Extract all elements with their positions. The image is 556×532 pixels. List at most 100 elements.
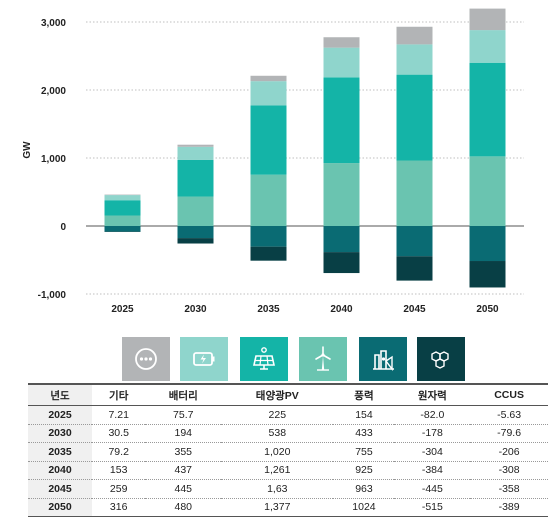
table-header-cell: 원자력: [394, 383, 471, 406]
table-row: 2035 79.2 355 1,020 755 -304 -206: [28, 442, 548, 462]
table-header-cell: 년도: [28, 383, 92, 406]
nuclear-plant-icon: [373, 350, 394, 372]
y-tick-label: 0: [60, 222, 66, 233]
chart-axis-layer: [86, 21, 524, 295]
table-cell: -358: [470, 479, 548, 499]
table-header-cell: 기타: [92, 383, 146, 406]
bar-segment: [177, 238, 214, 244]
x-tick-label: 2030: [184, 304, 207, 315]
bar-segment: [250, 81, 287, 106]
bar-segment: [104, 226, 141, 232]
table-cell: 1024: [333, 498, 395, 517]
table-cell: 480: [145, 498, 222, 517]
table-cell: -515: [394, 498, 471, 517]
bar-segment: [396, 160, 433, 226]
table-header-cell: CCUS: [470, 383, 548, 406]
table-cell: 437: [145, 461, 222, 480]
table-cell: 963: [333, 479, 395, 499]
table-cell: 538: [221, 424, 334, 443]
bar-segment: [250, 174, 287, 226]
bar-segment: [469, 30, 506, 63]
bar-segment: [250, 105, 287, 175]
bar-segment: [323, 252, 360, 274]
table-header-cell: 태양광PV: [221, 383, 334, 406]
bar-segment: [104, 195, 141, 201]
table-cell-year: 2045: [28, 479, 92, 499]
bar-segment: [250, 246, 287, 261]
bar-segment: [396, 26, 433, 45]
bar-segment: [469, 226, 506, 262]
table-cell: 755: [333, 442, 395, 462]
legend-wind: [299, 337, 347, 381]
chart-ticks-layer: -1,000 0 1,000 2,000 3,000 2025 2030 2035 2040 20…: [38, 18, 499, 315]
table-cell: -304: [394, 442, 471, 462]
table-cell: 30.5: [92, 424, 146, 443]
x-tick-label: 2045: [403, 304, 426, 315]
table-cell: 75.7: [145, 405, 222, 425]
table-cell: 154: [333, 405, 395, 425]
bar-segment: [396, 256, 433, 281]
y-tick-label: 2,000: [41, 86, 66, 97]
table-cell: 433: [333, 424, 395, 443]
bar-segment: [177, 196, 214, 226]
table-cell-year: 2030: [28, 424, 92, 443]
table-row: 2045 259 445 1,63 963 -445 -358: [28, 479, 548, 499]
table-cell: -445: [394, 479, 471, 499]
bar-segment: [396, 226, 433, 257]
bar-segment: [104, 215, 141, 226]
bar-segment: [323, 226, 360, 253]
table-cell: 1,63: [221, 479, 334, 499]
table-cell: 259: [92, 479, 146, 499]
legend-battery: [180, 337, 228, 381]
table-cell-year: 2035: [28, 442, 92, 462]
table-cell: -82.0: [394, 405, 471, 425]
legend-nuclear: [359, 337, 407, 381]
bar-segment: [250, 75, 287, 82]
solar-panel-icon: [253, 347, 275, 370]
table-header-cell: 배터리: [145, 383, 222, 406]
legend-other: [122, 337, 170, 381]
legend-icon-row: [0, 337, 556, 383]
x-tick-label: 2040: [330, 304, 353, 315]
table-cell: 194: [145, 424, 222, 443]
table-cell: -308: [470, 461, 548, 480]
bar-segment: [469, 156, 506, 226]
bar-segment: [323, 37, 360, 48]
table-cell: 79.2: [92, 442, 146, 462]
table-row: 2030 30.5 194 538 433 -178 -79.6: [28, 424, 548, 443]
molecule-icon: [431, 351, 449, 369]
x-tick-label: 2025: [111, 304, 134, 315]
table-cell: 1,261: [221, 461, 334, 480]
y-tick-label: 1,000: [41, 154, 66, 165]
data-table: 년도 기타 배터리 태양광PV 풍력 원자력 CCUS 2025 7.21 75…: [28, 383, 548, 517]
table-cell: 445: [145, 479, 222, 499]
table-cell: 153: [92, 461, 146, 480]
y-axis-label: GW: [22, 141, 33, 159]
bar-segment: [177, 159, 214, 197]
table-cell: 316: [92, 498, 146, 517]
x-tick-label: 2050: [476, 304, 499, 315]
battery-icon: [193, 352, 215, 366]
ellipsis-icon: [135, 348, 157, 370]
bar-segment: [323, 163, 360, 226]
legend-solar: [240, 337, 288, 381]
bar-segment: [323, 47, 360, 78]
bar-segment: [177, 226, 214, 239]
table-cell: 225: [221, 405, 334, 425]
table-cell-year: 2025: [28, 405, 92, 425]
table-cell: -79.6: [470, 424, 548, 443]
table-cell: -206: [470, 442, 548, 462]
table-cell-year: 2050: [28, 498, 92, 517]
y-tick-label: -1,000: [38, 290, 67, 301]
table-cell: 1,377: [221, 498, 334, 517]
bar-segment: [469, 8, 506, 31]
table-cell: 925: [333, 461, 395, 480]
bar-segment: [469, 261, 506, 288]
bar-segment: [250, 226, 287, 247]
bar-segment: [323, 77, 360, 164]
x-tick-label: 2035: [257, 304, 280, 315]
table-cell: 1,020: [221, 442, 334, 462]
y-tick-label: 3,000: [41, 18, 66, 29]
table-cell: -389: [470, 498, 548, 517]
bar-segment: [396, 44, 433, 75]
